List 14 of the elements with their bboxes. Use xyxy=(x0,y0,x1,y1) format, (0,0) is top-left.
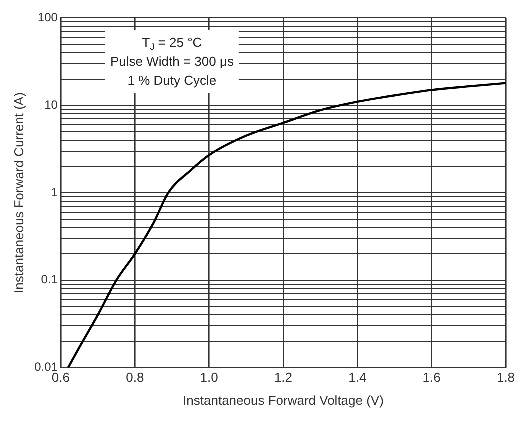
x-tick-label: 1.4 xyxy=(348,370,367,386)
annotation: Pulse Width = 300 μs xyxy=(110,54,234,70)
x-tick-label: 1.8 xyxy=(496,370,516,386)
y-axis-title: Instantaneous Forward Current (A) xyxy=(11,92,26,294)
y-tick-label: 0.1 xyxy=(41,272,58,287)
y-tick-label: 10 xyxy=(44,98,58,112)
x-tick-label: 1.2 xyxy=(274,370,293,386)
annotation: 1 % Duty Cycle xyxy=(128,73,217,88)
x-axis-title: Instantaneous Forward Voltage (V) xyxy=(183,392,384,408)
x-tick-label: 0.8 xyxy=(126,370,144,386)
y-tick-label: 100 xyxy=(38,10,58,25)
x-tick-label: 1.0 xyxy=(200,370,218,386)
x-tick-label: 1.6 xyxy=(422,370,441,386)
y-tick-label: 1 xyxy=(51,185,58,200)
